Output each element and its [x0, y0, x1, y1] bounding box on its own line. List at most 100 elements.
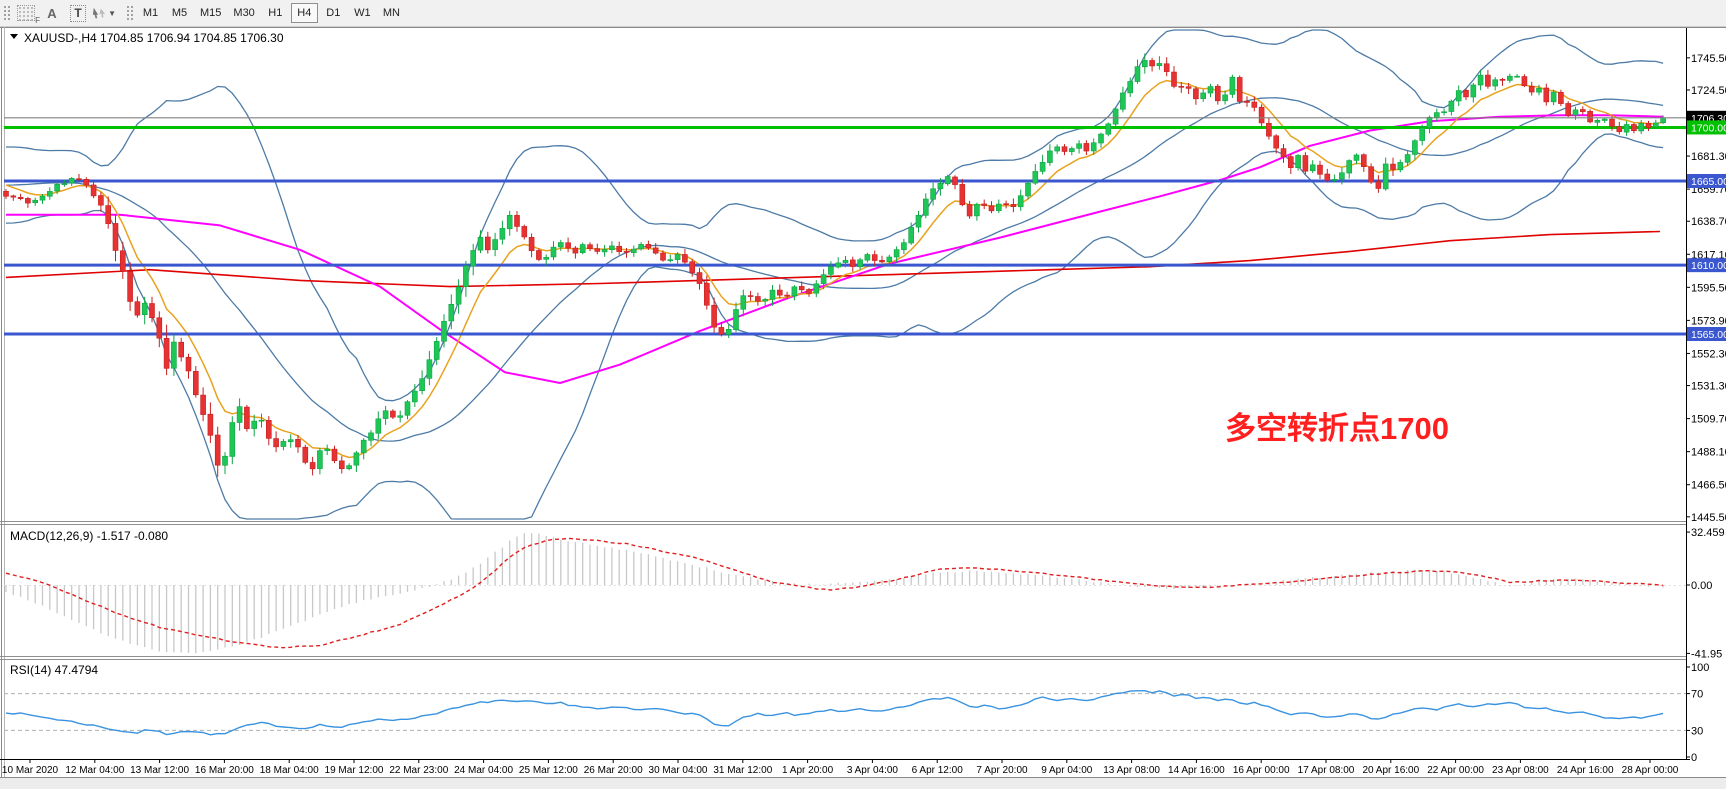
candle	[1280, 143, 1287, 163]
toolbar-grip[interactable]	[2, 4, 10, 22]
candle	[141, 296, 148, 325]
candle	[798, 281, 805, 294]
candle	[849, 256, 856, 272]
rsi-indicator-label: RSI(14) 47.4794	[10, 663, 98, 677]
candle	[1302, 152, 1309, 175]
svg-text:1610.00: 1610.00	[1691, 260, 1726, 272]
candle	[207, 402, 214, 444]
timeframe-button-m1[interactable]: M1	[137, 3, 164, 23]
timeframe-button-m5[interactable]: M5	[166, 3, 193, 23]
time-label: 19 Mar 12:00	[325, 765, 384, 776]
timeframe-button-d1[interactable]: D1	[320, 3, 347, 23]
candle	[952, 175, 958, 190]
candle	[390, 409, 396, 420]
candle	[1054, 144, 1060, 154]
timeframe-button-h1[interactable]: H1	[262, 3, 289, 23]
candle	[828, 261, 834, 280]
candle	[1470, 82, 1477, 103]
candle	[185, 353, 192, 379]
candle	[1382, 157, 1389, 191]
candle	[1441, 108, 1447, 116]
candle	[820, 269, 827, 290]
cursor-tool-icon[interactable]: ▼	[92, 3, 116, 23]
candle	[769, 285, 776, 306]
time-label: 25 Mar 12:00	[519, 765, 578, 776]
candle	[484, 231, 491, 254]
candle	[1594, 118, 1601, 127]
candle	[46, 187, 53, 200]
candle	[258, 413, 265, 428]
candle	[61, 179, 68, 187]
candle	[1485, 70, 1491, 89]
timeframe-button-mn[interactable]: MN	[378, 3, 405, 23]
cursor-arrows-icon	[92, 7, 106, 19]
ma-fast-orange-line	[5, 79, 1664, 459]
candle	[1251, 96, 1258, 112]
candle	[806, 288, 812, 297]
candle	[1039, 154, 1046, 175]
svg-text:1700.00: 1700.00	[1691, 122, 1726, 134]
symbol-dropdown-icon[interactable]	[10, 34, 18, 39]
ma-slow-red-line	[5, 230, 1661, 288]
time-label: 16 Apr 00:00	[1233, 765, 1290, 776]
grid-f-icon[interactable]: F	[14, 3, 40, 25]
time-label: 20 Apr 16:00	[1362, 765, 1419, 776]
candle	[579, 242, 586, 255]
candle	[1455, 85, 1462, 107]
candle	[886, 254, 893, 266]
timeframe-button-m30[interactable]: M30	[228, 3, 259, 23]
time-label: 22 Mar 23:00	[389, 765, 448, 776]
candle	[966, 200, 973, 219]
candle	[163, 324, 170, 376]
candle	[981, 199, 988, 210]
timeframe-toolbar-grip[interactable]	[125, 4, 133, 22]
candle	[689, 259, 696, 277]
candle	[1645, 120, 1652, 131]
candle	[302, 444, 309, 465]
candle	[879, 255, 885, 264]
candle	[682, 248, 688, 264]
candle	[68, 177, 75, 186]
time-label: 23 Apr 08:00	[1492, 765, 1549, 776]
timeframe-button-m15[interactable]: M15	[195, 3, 226, 23]
candle	[433, 337, 440, 366]
candle	[229, 416, 236, 465]
candle	[1288, 154, 1294, 175]
candle	[375, 411, 382, 440]
text-a-icon[interactable]: A	[47, 5, 57, 21]
price-tick-label: 1445.50	[1691, 512, 1726, 524]
candle	[1003, 200, 1009, 209]
timeframe-button-h4[interactable]: H4	[290, 3, 318, 23]
level-price-tag: 1665.00	[1687, 174, 1726, 188]
candle	[1244, 96, 1250, 107]
candle	[696, 267, 703, 290]
candle	[1565, 101, 1571, 118]
candle	[908, 222, 915, 245]
candle	[857, 257, 863, 270]
candle	[477, 230, 484, 254]
candle	[674, 252, 681, 264]
candle	[864, 252, 871, 263]
svg-text:0: 0	[1691, 752, 1697, 764]
candle	[747, 290, 754, 301]
timeframe-button-w1[interactable]: W1	[349, 3, 376, 23]
candle	[1171, 66, 1177, 89]
candle	[776, 284, 783, 299]
candle	[411, 384, 418, 408]
time-label: 22 Apr 00:00	[1427, 765, 1484, 776]
candle	[565, 237, 571, 253]
candle	[1558, 89, 1564, 107]
candle	[1419, 124, 1425, 146]
candle	[1536, 84, 1542, 96]
time-label: 31 Mar 12:00	[713, 765, 772, 776]
text-box-icon[interactable]: T	[66, 3, 90, 23]
price-tick-label: 1552.30	[1691, 348, 1726, 360]
rsi-panel	[4, 690, 1686, 736]
candle	[740, 289, 747, 317]
candle	[1178, 82, 1185, 93]
candle	[506, 210, 513, 236]
candle	[309, 456, 316, 476]
candlesticks	[3, 53, 1666, 477]
price-tick-label: 1595.50	[1691, 282, 1726, 294]
